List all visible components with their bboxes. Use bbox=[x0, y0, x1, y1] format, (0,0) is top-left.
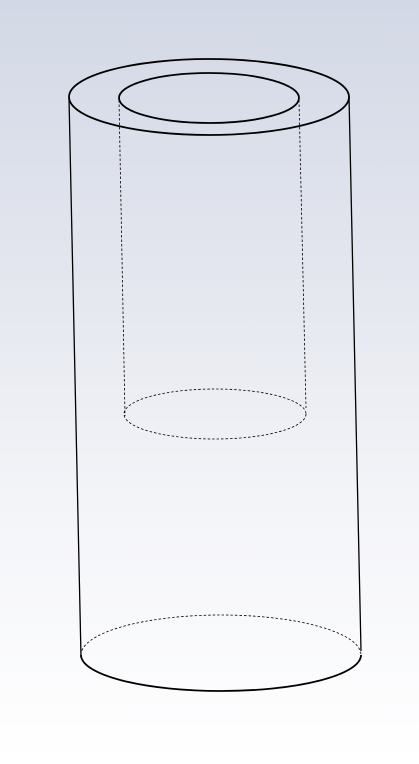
top-outer-circular-edge[interactable] bbox=[68, 58, 350, 136]
bore-right-hidden-edge bbox=[298, 99, 307, 409]
bottom-front-circular-edge[interactable] bbox=[80, 654, 362, 692]
hollow-cylinder-model[interactable] bbox=[68, 58, 362, 692]
top-bore-circular-edge[interactable] bbox=[118, 72, 300, 124]
outer-left-silhouette-edge bbox=[68, 97, 82, 658]
bore-bottom-hidden-edge bbox=[123, 388, 307, 440]
bore-left-hidden-edge bbox=[118, 99, 126, 417]
outer-right-silhouette-edge bbox=[348, 95, 362, 652]
bottom-back-hidden-edge bbox=[80, 614, 362, 656]
